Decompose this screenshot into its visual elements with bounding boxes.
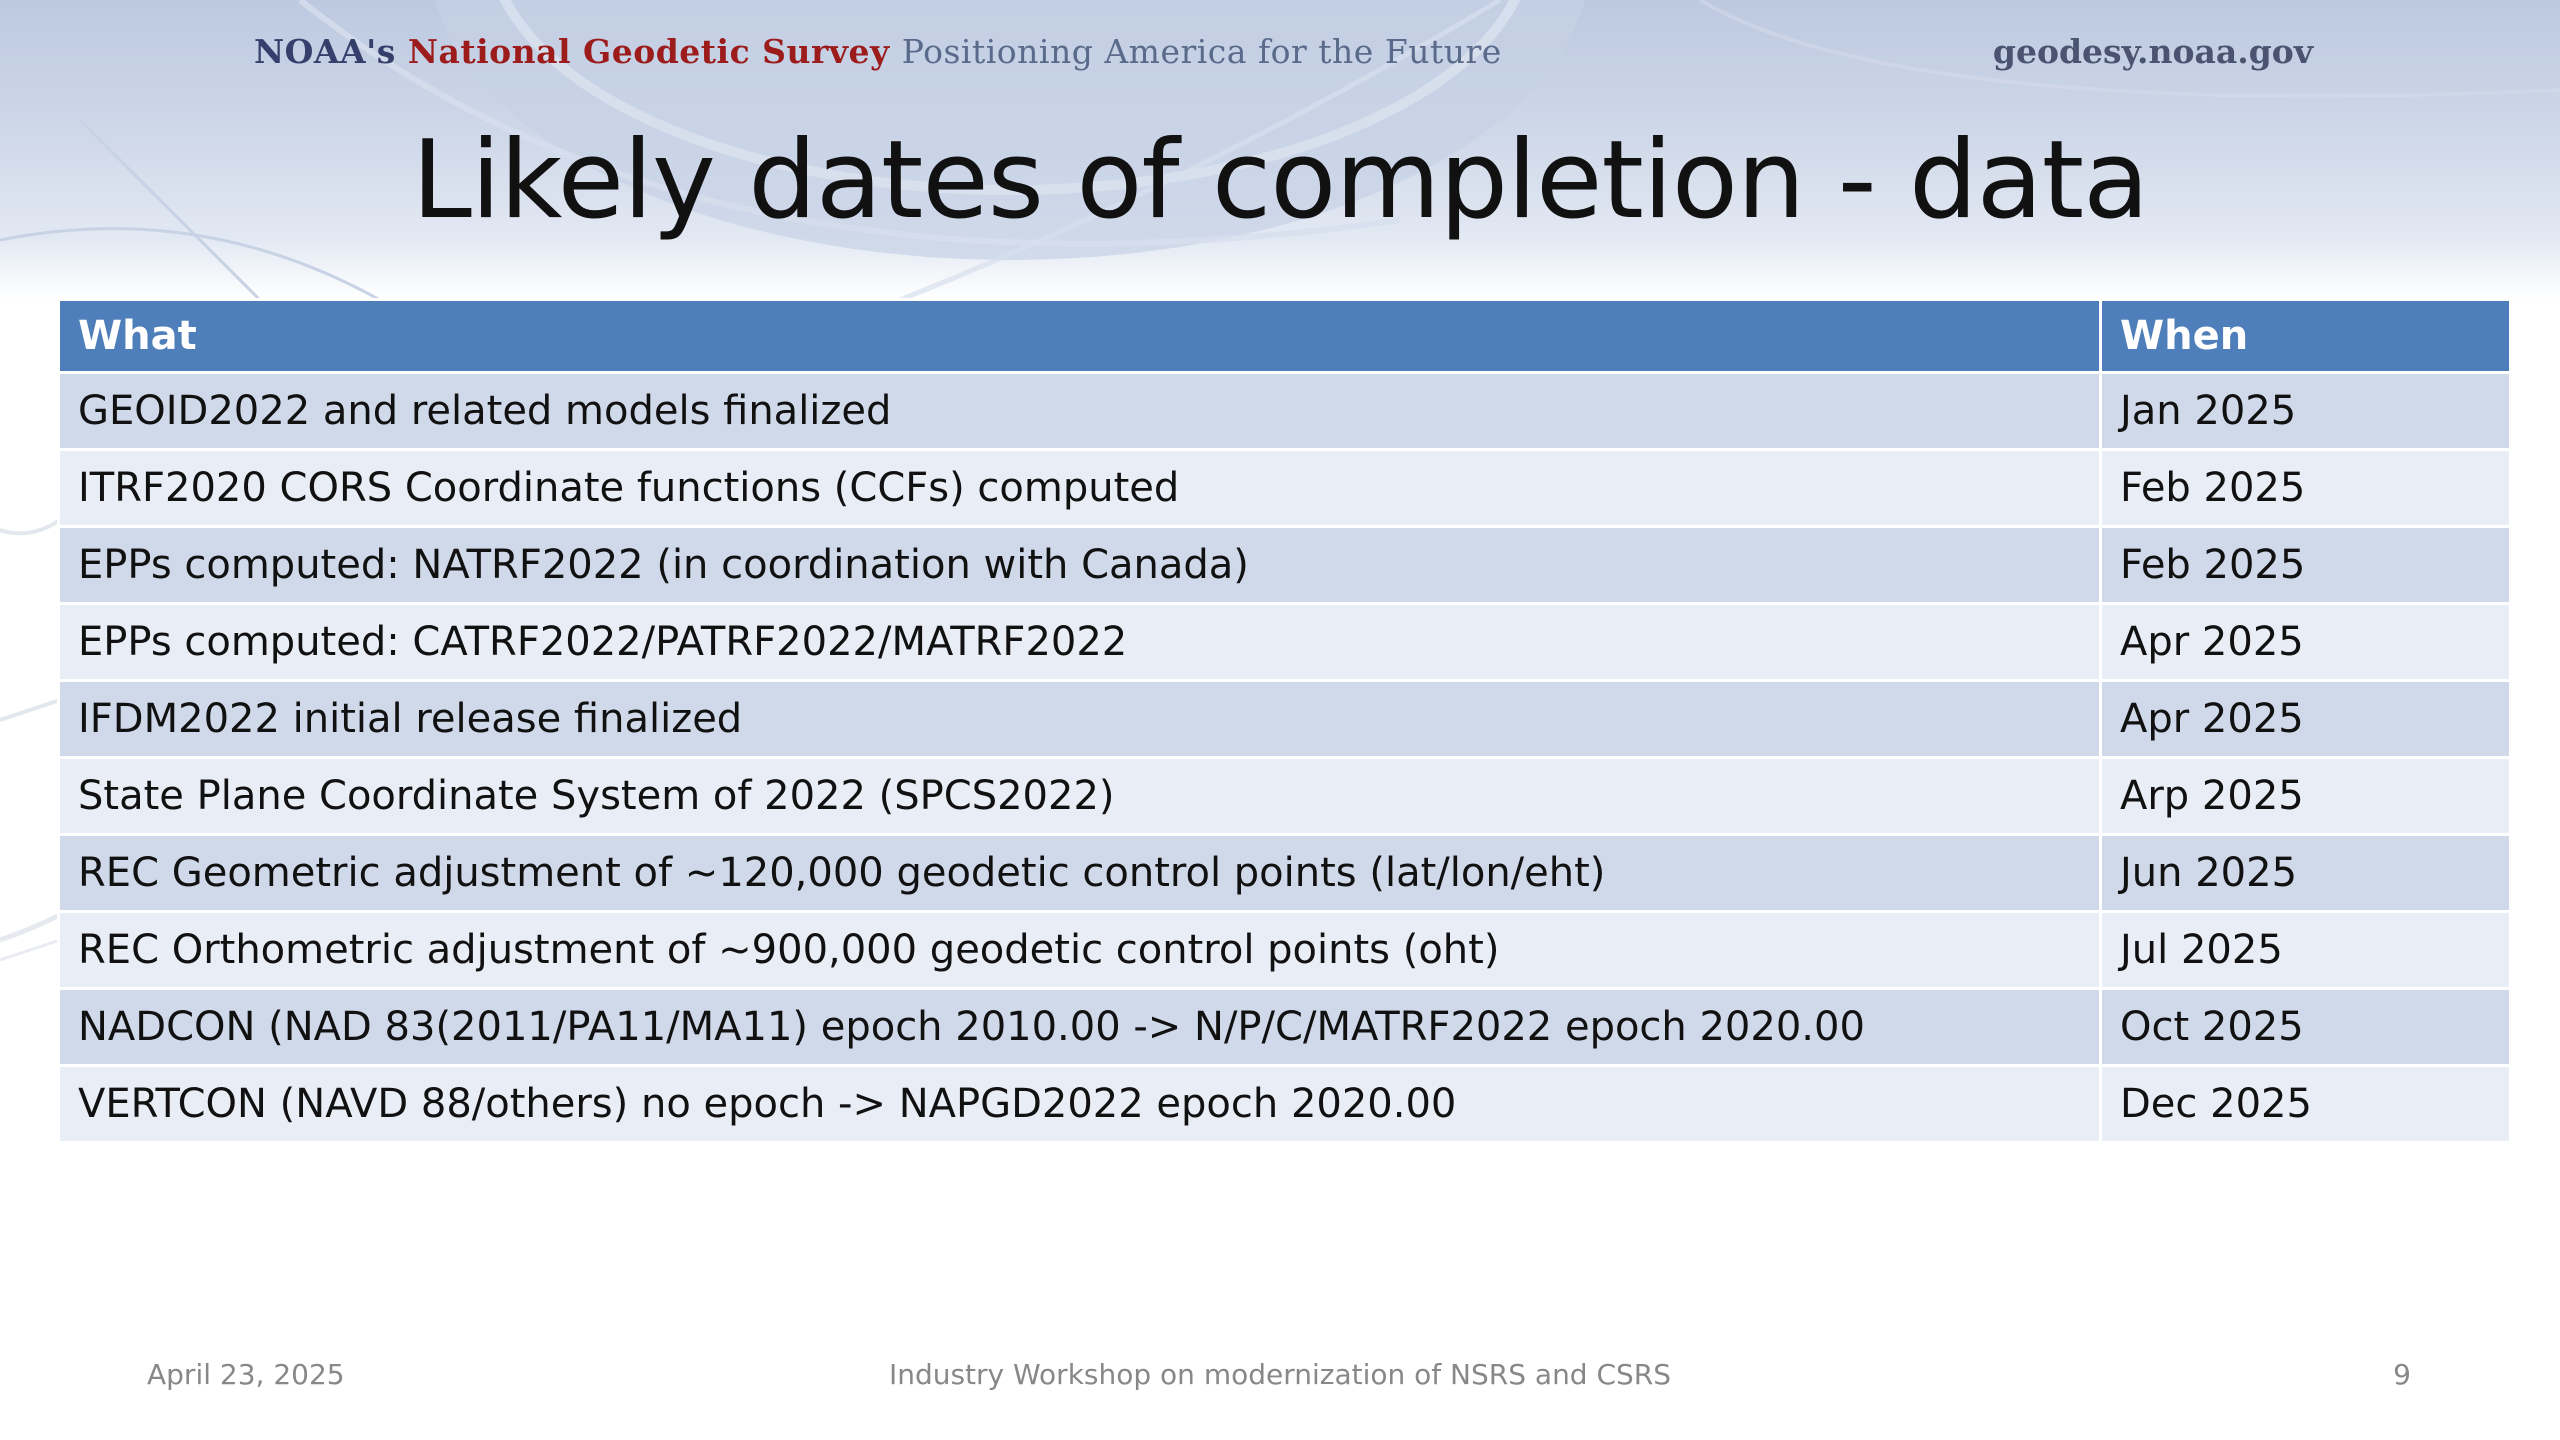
column-header-what: What: [57, 298, 2102, 374]
footer-event-name: Industry Workshop on modernization of NS…: [888, 1358, 1672, 1391]
agency-banner: NOAA's National Geodetic Survey Position…: [254, 32, 1502, 71]
ngs-label: National Geodetic Survey: [407, 32, 890, 71]
what-cell: ITRF2020 CORS Coordinate functions (CCFs…: [57, 448, 2102, 528]
when-cell: Arp 2025: [2099, 756, 2512, 836]
what-cell: GEOID2022 and related models finalized: [57, 371, 2102, 451]
table-row: State Plane Coordinate System of 2022 (S…: [57, 756, 2512, 836]
table-row: GEOID2022 and related models finalized J…: [57, 371, 2512, 451]
completion-dates-table: What When GEOID2022 and related models f…: [57, 298, 2512, 1144]
table-row: ITRF2020 CORS Coordinate functions (CCFs…: [57, 448, 2512, 528]
when-cell: Oct 2025: [2099, 987, 2512, 1067]
when-cell: Jun 2025: [2099, 833, 2512, 913]
what-cell: VERTCON (NAVD 88/others) no epoch -> NAP…: [57, 1064, 2102, 1144]
what-cell: EPPs computed: NATRF2022 (in coordinatio…: [57, 525, 2102, 605]
table-row: IFDM2022 initial release finalized Apr 2…: [57, 679, 2512, 759]
table-row: REC Geometric adjustment of ~120,000 geo…: [57, 833, 2512, 913]
header-background: [0, 0, 2560, 300]
what-cell: REC Orthometric adjustment of ~900,000 g…: [57, 910, 2102, 990]
globe-decoration-icon: [0, 0, 2560, 300]
when-cell: Jul 2025: [2099, 910, 2512, 990]
when-cell: Dec 2025: [2099, 1064, 2512, 1144]
what-cell: REC Geometric adjustment of ~120,000 geo…: [57, 833, 2102, 913]
table-row: EPPs computed: CATRF2022/PATRF2022/MATRF…: [57, 602, 2512, 682]
footer-date: April 23, 2025: [147, 1358, 345, 1391]
page-number: 9: [2393, 1358, 2411, 1391]
table-row: REC Orthometric adjustment of ~900,000 g…: [57, 910, 2512, 990]
noaa-label: NOAA's: [254, 32, 396, 71]
when-cell: Apr 2025: [2099, 602, 2512, 682]
what-cell: State Plane Coordinate System of 2022 (S…: [57, 756, 2102, 836]
table-row: EPPs computed: NATRF2022 (in coordinatio…: [57, 525, 2512, 605]
what-cell: IFDM2022 initial release finalized: [57, 679, 2102, 759]
table-row: VERTCON (NAVD 88/others) no epoch -> NAP…: [57, 1064, 2512, 1144]
table-header-row: What When: [57, 298, 2512, 374]
when-cell: Apr 2025: [2099, 679, 2512, 759]
when-cell: Feb 2025: [2099, 525, 2512, 605]
table-row: NADCON (NAD 83(2011/PA11/MA11) epoch 201…: [57, 987, 2512, 1067]
column-header-when: When: [2099, 298, 2512, 374]
site-url: geodesy.noaa.gov: [1992, 32, 2313, 71]
when-cell: Feb 2025: [2099, 448, 2512, 528]
what-cell: NADCON (NAD 83(2011/PA11/MA11) epoch 201…: [57, 987, 2102, 1067]
slide-title: Likely dates of completion - data: [411, 118, 2150, 243]
agency-tagline: Positioning America for the Future: [901, 32, 1502, 71]
what-cell: EPPs computed: CATRF2022/PATRF2022/MATRF…: [57, 602, 2102, 682]
side-swoosh-icon: [0, 518, 60, 962]
when-cell: Jan 2025: [2099, 371, 2512, 451]
